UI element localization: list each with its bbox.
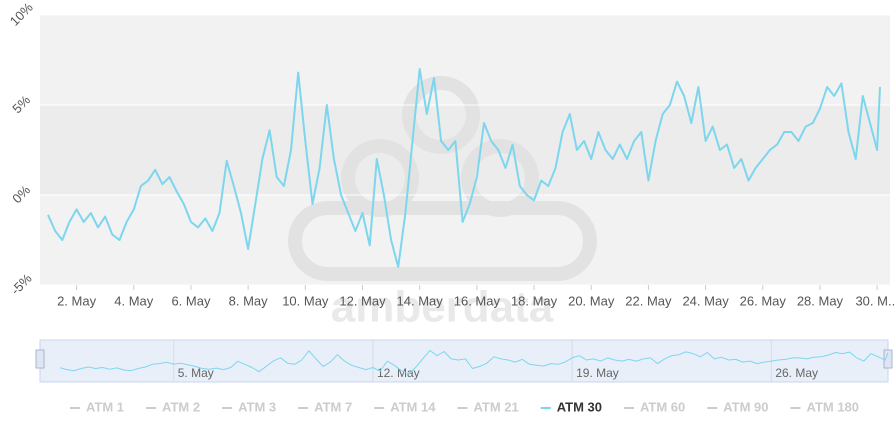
watermark-logo: [288, 76, 597, 281]
navigator-tick-label: 19. May: [576, 366, 619, 380]
legend-item[interactable]: ATM 60: [640, 399, 685, 414]
legend-item[interactable]: ATM 14: [390, 399, 436, 414]
x-tick-label: 2. May: [57, 293, 97, 308]
navigator[interactable]: [39, 339, 889, 383]
x-tick-label: 20. May: [568, 293, 615, 308]
x-tick-label: 28. May: [797, 293, 844, 308]
navigator-tick-label: 26. May: [775, 366, 818, 380]
watermark: amberdata: [331, 283, 554, 332]
x-tick-label: 26. May: [740, 293, 787, 308]
legend-item[interactable]: ATM 1: [86, 399, 124, 414]
legend-item[interactable]: ATM 21: [473, 399, 518, 414]
legend-item[interactable]: ATM 30: [557, 399, 602, 414]
x-tick-label: 30. M...: [855, 293, 896, 308]
legend-item[interactable]: ATM 3: [238, 399, 276, 414]
line-series: [47, 68, 881, 268]
x-tick-label: 18. May: [511, 293, 558, 308]
navigator-handle[interactable]: [35, 349, 45, 369]
y-tick-label: -5%: [8, 270, 35, 297]
x-tick-label: 24. May: [682, 293, 729, 308]
legend-item[interactable]: ATM 7: [314, 399, 352, 414]
navigator-line: [59, 349, 889, 375]
y-tick-label: 10%: [7, 0, 36, 29]
x-tick-label: 12. May: [339, 293, 386, 308]
x-tick-label: 4. May: [114, 293, 154, 308]
x-tick-label: 10. May: [282, 293, 329, 308]
x-tick-label: 22. May: [625, 293, 672, 308]
x-tick-label: 6. May: [171, 293, 211, 308]
y-tick-label: 0%: [9, 182, 33, 206]
legend-item[interactable]: ATM 2: [162, 399, 200, 414]
navigator-tick-label: 12. May: [377, 366, 420, 380]
x-tick-label: 8. May: [229, 293, 269, 308]
legend-item[interactable]: ATM 180: [807, 399, 860, 414]
y-tick-label: 5%: [9, 92, 33, 116]
x-tick-label: 16. May: [454, 293, 501, 308]
x-tick-label: 14. May: [397, 293, 444, 308]
navigator-tick-label: 5. May: [178, 366, 214, 380]
legend-item[interactable]: ATM 90: [723, 399, 768, 414]
